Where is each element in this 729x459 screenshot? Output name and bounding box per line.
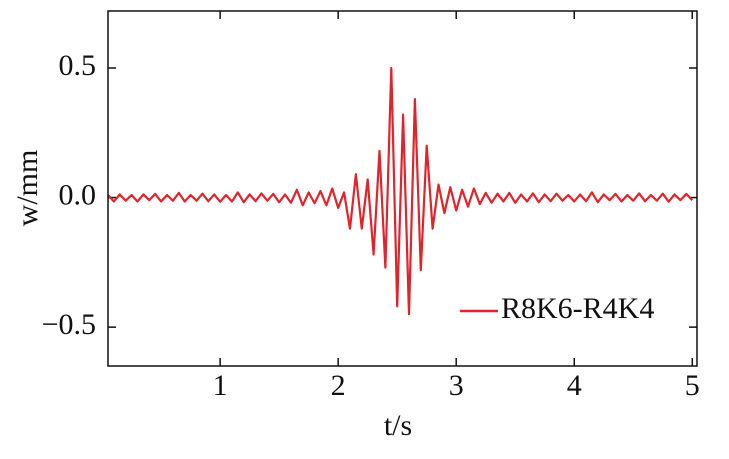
legend-label: R8K6-R4K4 [501, 292, 654, 325]
y-tick-label: 0.0 [59, 178, 97, 211]
y-tick-label: 0.5 [59, 49, 97, 82]
y-axis-label: w/mm [11, 150, 44, 227]
data-line [107, 66, 694, 316]
x-tick-label: 1 [213, 369, 228, 402]
x-tick-label: 4 [567, 369, 582, 402]
x-axis-label: t/s [384, 409, 412, 442]
x-tick-label: 2 [331, 369, 346, 402]
x-tick-label: 3 [449, 369, 464, 402]
plot-frame [107, 10, 698, 367]
y-tick-label: −0.5 [42, 308, 96, 341]
x-tick-label: 5 [685, 369, 700, 402]
